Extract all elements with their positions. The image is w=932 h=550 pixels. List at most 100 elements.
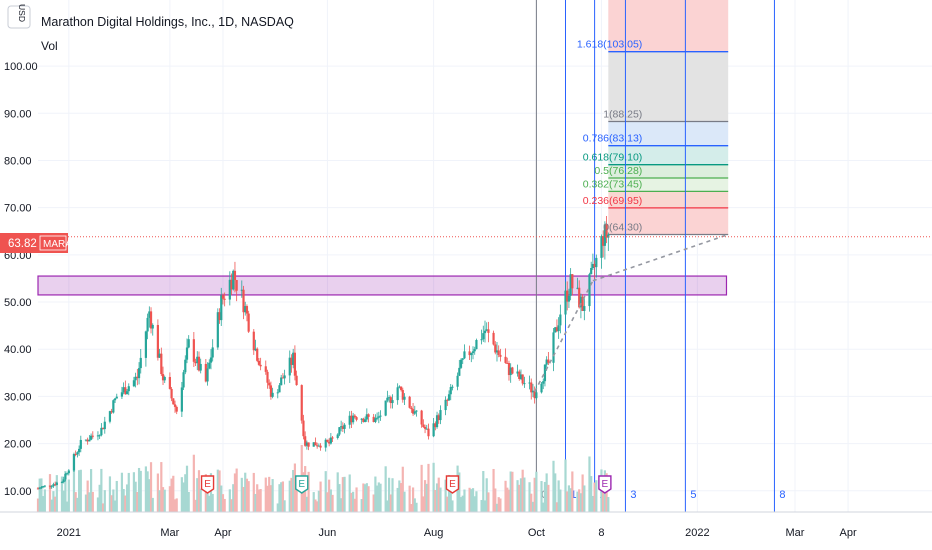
volume-bar — [487, 492, 490, 512]
candle-body — [43, 485, 46, 487]
candle-body — [257, 360, 261, 365]
earnings-marker — [295, 475, 309, 494]
candle-body — [531, 390, 535, 393]
volume-bar — [79, 469, 82, 512]
candle-body — [353, 415, 356, 418]
price-tick-label: 20.00 — [4, 439, 32, 451]
candle-body — [365, 414, 368, 420]
candle-body — [266, 371, 269, 383]
candle-body — [307, 442, 310, 447]
candle-body — [89, 435, 93, 440]
volume-bar — [554, 473, 557, 512]
candle-body — [245, 306, 249, 314]
candle-body — [475, 340, 478, 350]
volume-bar — [264, 477, 267, 512]
volume-bar — [408, 485, 411, 512]
volume-bar — [184, 474, 187, 512]
volume-bar — [290, 477, 293, 512]
candle-body — [576, 287, 579, 289]
candle-body — [519, 374, 523, 379]
volume-bar — [55, 475, 58, 512]
candle-body — [495, 350, 499, 353]
price-tag-symbol: MARA — [43, 239, 72, 250]
volume-bar — [230, 499, 233, 512]
candle-body — [84, 439, 88, 441]
volume-bar — [257, 489, 261, 512]
candle-body — [60, 482, 64, 484]
candle-body — [290, 357, 293, 365]
candle-body — [314, 442, 317, 446]
time-axis[interactable]: 2021 Mar Apr Jun Aug Oct 8 2022 Mar Apr — [0, 511, 932, 539]
volume-bar — [423, 480, 427, 512]
candle-body — [108, 411, 112, 422]
volume-bar — [175, 498, 178, 512]
earnings-marker — [445, 475, 460, 494]
volume-bar — [78, 470, 81, 512]
volume-bar — [470, 489, 473, 512]
candle-body — [324, 439, 327, 448]
candle-body — [268, 382, 271, 386]
candle-body — [160, 353, 163, 375]
volume-bar — [348, 474, 351, 512]
currency-box[interactable] — [7, 5, 31, 29]
candle-body — [591, 263, 594, 268]
volume-bar — [42, 496, 45, 512]
candle-body — [148, 311, 151, 318]
candle-body — [139, 357, 142, 369]
candle-body — [292, 352, 295, 365]
candle-body — [221, 295, 225, 299]
candle-body — [136, 376, 139, 379]
volume-bar — [530, 493, 533, 512]
volume-bar — [482, 471, 485, 512]
candle-body — [103, 421, 106, 430]
candle-body — [362, 418, 365, 422]
volume-bar — [387, 477, 391, 512]
candle-body — [184, 359, 187, 373]
candle-body — [317, 445, 320, 447]
volume-bar — [602, 492, 605, 512]
candle-body — [483, 330, 487, 334]
candle-body — [76, 452, 79, 455]
candle-body — [40, 486, 43, 489]
volume-bar — [187, 491, 190, 512]
volume-bar — [158, 490, 161, 512]
candle-body — [360, 418, 363, 420]
volume-bar — [208, 495, 211, 512]
candle-body — [101, 427, 105, 430]
candle-body — [482, 333, 485, 340]
candle-body — [168, 376, 171, 389]
trend-lines[interactable] — [533, 233, 729, 393]
earnings-marker-label: E — [449, 479, 456, 490]
candle-body — [523, 383, 526, 385]
volume-bar — [384, 466, 387, 512]
candle-body — [280, 377, 283, 386]
volume-bar — [245, 478, 249, 512]
candle-body — [204, 363, 207, 382]
candle-body — [401, 389, 404, 400]
price-axis[interactable]: 10.0020.0030.0040.0050.0060.0070.0080.00… — [4, 61, 38, 498]
volume-bar — [590, 476, 593, 512]
candle-body — [485, 329, 488, 331]
volume-bar — [127, 472, 130, 512]
volume-bar — [324, 471, 327, 512]
volume-bar — [326, 492, 329, 512]
candle-body — [579, 296, 583, 308]
candle-body — [336, 434, 339, 438]
volume-bar — [559, 489, 562, 512]
candle-body — [338, 427, 341, 435]
volume-bar — [504, 480, 507, 512]
support-zone[interactable] — [37, 275, 728, 296]
price-tick-label: 50.00 — [4, 297, 32, 309]
volume-bar — [410, 504, 413, 512]
volume-bar — [499, 498, 502, 512]
volume-bar — [509, 471, 512, 512]
candle-body — [377, 416, 380, 418]
time-zone-label: 1 — [570, 489, 576, 501]
candle-body — [192, 339, 195, 362]
candle-body — [208, 362, 211, 369]
candle-body — [78, 448, 81, 453]
fibonacci-extension[interactable] — [608, 0, 729, 236]
volume-bar — [372, 494, 375, 512]
